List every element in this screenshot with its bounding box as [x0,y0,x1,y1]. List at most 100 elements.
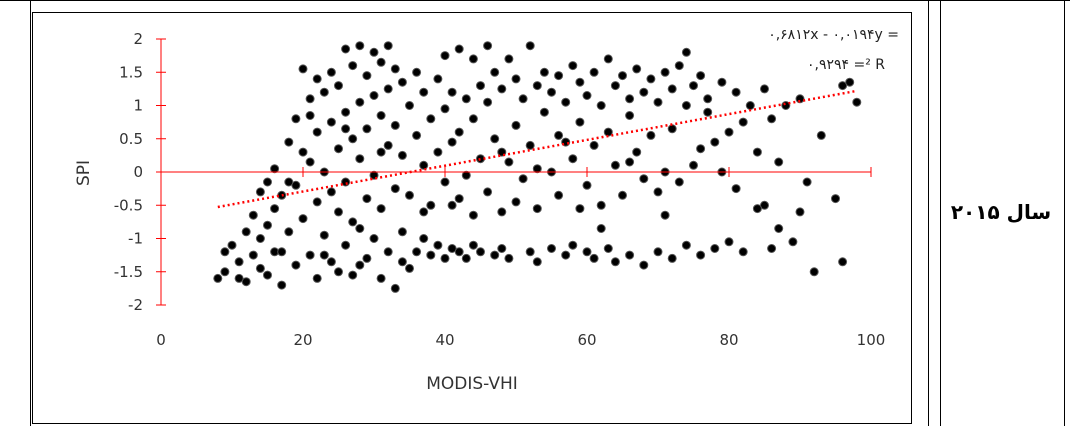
y-tick-label: 0 [133,163,143,181]
data-point [724,237,734,247]
data-point [625,250,635,260]
data-point [412,247,422,257]
data-point [795,207,805,217]
data-point [639,87,649,97]
data-point [291,180,301,190]
data-point [405,263,414,273]
data-point [639,174,649,184]
data-point [255,234,265,243]
data-point [802,177,812,187]
data-point [419,160,429,170]
data-point [277,280,287,290]
table-border-divider-inner [940,0,941,426]
data-point [532,204,542,214]
axes [156,38,872,306]
data-point [405,190,414,200]
data-point [433,74,443,84]
data-point [291,260,301,270]
data-point [625,111,635,120]
data-point [575,117,585,127]
data-point [610,257,620,267]
data-point [745,101,755,110]
data-point [376,204,386,214]
data-point [582,91,592,100]
tick-labels: 2 1.5 1 0.5 0 -0.5 -1 -1.5 -2 0 20 40 60 80 100 [114,30,886,349]
data-point [454,127,464,137]
data-point [220,267,230,277]
data-point [234,257,244,267]
data-point [752,147,762,157]
data-point [319,230,329,240]
data-point [298,214,308,224]
data-point [646,74,656,84]
data-point [703,94,713,104]
table-border-right [1064,0,1065,426]
data-point [639,260,649,270]
data-point [419,87,429,97]
data-point [326,67,336,77]
data-point [596,224,606,233]
data-point [433,240,443,250]
data-point [383,247,393,257]
data-point [525,247,535,257]
data-point [312,127,322,137]
data-point [653,247,663,257]
data-point [760,200,769,210]
x-tick-label: 60 [577,331,596,349]
r-squared-label: ۰,۹۲۹۴ =² R [807,57,885,73]
data-point [681,47,691,57]
data-point [518,174,528,184]
data-point [476,247,485,257]
data-point [461,94,471,104]
data-point [305,94,315,104]
data-point [255,187,265,197]
data-point [397,227,407,237]
trendline [217,89,858,209]
data-point [220,247,230,257]
y-tick-label: -0.5 [114,196,143,214]
data-point [277,247,287,257]
data-point [312,197,322,207]
data-point [738,117,748,127]
data-point [589,140,599,150]
data-point [625,157,635,167]
data-points [213,41,862,293]
data-point [625,94,635,104]
data-point [213,273,223,283]
data-point [710,137,720,147]
data-point [440,253,450,263]
data-point [355,97,365,107]
row-label-year: سال ۲۰۱۵ [950,200,1052,224]
data-point [497,84,507,94]
data-point [483,97,493,107]
data-point [504,54,514,64]
data-point [532,257,542,267]
data-point [263,177,272,187]
data-point [717,77,727,87]
data-point [312,74,322,84]
data-point [689,81,698,91]
data-point [248,250,258,260]
data-point [326,117,336,127]
data-point [305,111,315,120]
data-point [703,107,713,117]
data-point [468,54,478,64]
x-axis-title: MODIS-VHI [426,374,518,394]
x-tick-label: 40 [435,331,454,349]
data-point [348,134,358,144]
data-point [838,81,848,91]
data-point [554,71,564,81]
data-point [326,187,336,197]
data-point [468,114,478,124]
data-point [667,84,677,94]
data-point [390,64,400,74]
data-point [362,71,372,81]
data-point [561,97,571,107]
data-point [376,273,386,283]
data-point [596,200,606,210]
data-point [646,130,656,140]
data-point [234,273,244,283]
data-point [511,120,521,130]
data-point [681,240,691,250]
data-point [426,250,436,260]
